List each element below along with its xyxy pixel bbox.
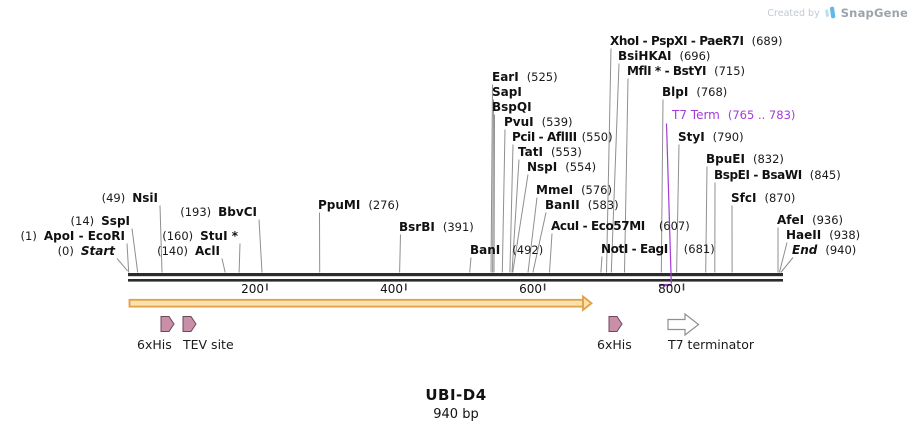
site-Start: (0) Start [57, 244, 115, 258]
site-NsiI: (49) NsiI [101, 191, 158, 205]
site-NspI: NspI (554) [527, 160, 597, 174]
site-BanII: BanII (583) [545, 198, 619, 212]
site-PvuI: PvuI (539) [504, 115, 573, 129]
t7-term-marker [659, 123, 672, 287]
site-PpuMI: PpuMI (276) [318, 198, 400, 212]
site-StyI: StyI (790) [678, 130, 744, 144]
site-NotI-EagI: NotI - EagI (681) [601, 242, 715, 256]
snapgene-credit: Created by SnapGene [767, 6, 908, 20]
ruler-tick-600: 600 [519, 282, 542, 296]
his-tag-arrow-2 [608, 316, 623, 332]
site-HaeII: HaeII (938) [786, 228, 861, 242]
site-End: End (940) [792, 243, 857, 257]
t7-terminator-arrow [667, 312, 700, 337]
ruler-ticks [266, 283, 685, 291]
site-EarI: EarI (525) [492, 70, 558, 84]
site-MmeI: MmeI (576) [536, 183, 612, 197]
map-title: UBI-D4 [425, 386, 487, 404]
feature-label-6xhis-2: 6xHis [597, 337, 632, 352]
site-PciI-AflIII: PciI - AflIII (550) [512, 130, 613, 144]
tev-site-arrow [182, 316, 197, 332]
feature-label-t7-terminator: T7 terminator [668, 337, 754, 352]
site-BpuEI: BpuEI (832) [706, 152, 784, 166]
snapgene-logo-icon [824, 6, 835, 19]
map-length: 940 bp [433, 407, 479, 422]
sequence-line [128, 273, 783, 282]
site-SfcI: SfcI (870) [731, 191, 796, 205]
site-XhoI-PspXI-PaeR7I: XhoI - PspXI - PaeR7I (689) [610, 34, 783, 48]
ruler-tick-400: 400 [380, 282, 403, 296]
site-MflI-BstYI: MflI * - BstYI (715) [627, 64, 746, 78]
his-tag-arrows [160, 316, 623, 332]
site-AfeI: AfeI (936) [777, 213, 844, 227]
site-BspQI: BspQI [492, 100, 532, 114]
map-title-block: UBI-D4 940 bp [0, 386, 912, 422]
site-BlpI: BlpI (768) [662, 85, 728, 99]
feature-label-6xhis-1: 6xHis [137, 337, 172, 352]
snapgene-brand: SnapGene [840, 6, 908, 20]
site-ApoI-EcoRI: (1) ApoI - EcoRI [20, 229, 125, 243]
orf-arrow [128, 294, 593, 312]
ruler-tick-800: 800 [658, 282, 681, 296]
site-AcuI-Eco57MI: AcuI - Eco57MI (607) [551, 219, 690, 233]
site-SapI: SapI [492, 85, 522, 99]
site-StuI: (160) StuI * [162, 229, 238, 243]
site-BspEI-BsaWI: BspEI - BsaWI (845) [714, 168, 841, 182]
site-BanI: BanI (492) [470, 243, 544, 257]
site-TatI: TatI (553) [518, 145, 582, 159]
feature-label-tev-site: TEV site [183, 337, 234, 352]
his-tag-arrow-1 [160, 316, 175, 332]
site-AclI: (140) AclI [157, 244, 220, 258]
site-BsrBI: BsrBI (391) [399, 220, 474, 234]
site-BsiHKAI: BsiHKAI (696) [618, 49, 711, 63]
site-pointer-lines [116, 48, 794, 273]
feature-label-t7-term: T7 Term (765 .. 783) [672, 108, 796, 122]
credit-prefix: Created by [767, 7, 820, 19]
ruler-tick-200: 200 [241, 282, 264, 296]
site-BbvCI: (193) BbvCI [180, 205, 257, 219]
site-SspI: (14) SspI [70, 214, 130, 228]
